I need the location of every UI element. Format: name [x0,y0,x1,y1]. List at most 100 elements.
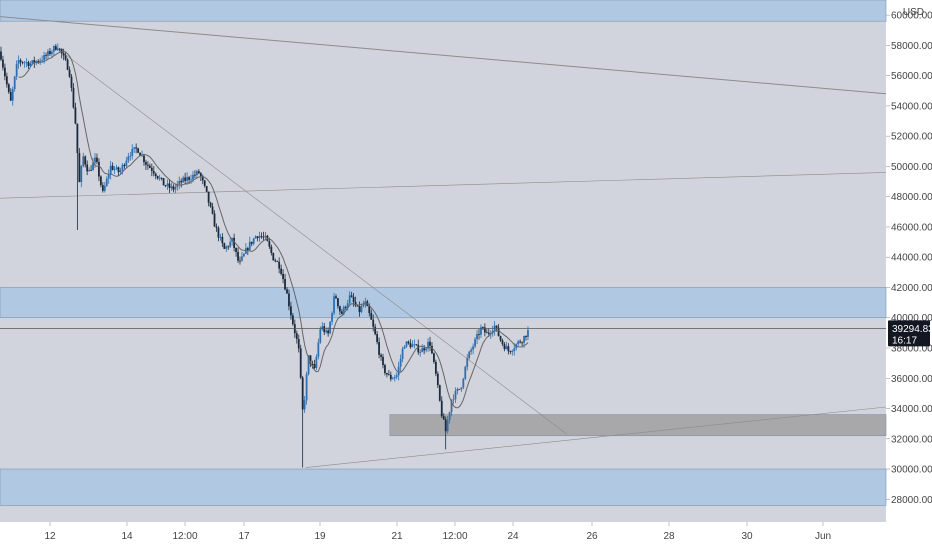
candle-body [513,348,516,351]
candle-body [317,342,320,357]
candle-body [358,306,361,313]
candle-body [297,338,300,349]
candle-body [411,344,414,348]
candle-body [105,178,108,186]
candle-body [145,162,147,165]
price-axis[interactable]: 28000.00 30000.00 32000.00 34000.00 36000.00… [886,11,932,506]
candle-body [172,186,175,190]
trend-line [305,406,887,468]
candle-body [237,251,239,261]
current-price-tag: 39294.83 16:17 [888,320,932,347]
candle-body [154,173,157,177]
candle-body [139,152,141,156]
candle-body [241,256,243,261]
candle-body [480,327,482,335]
candle-body [43,55,45,61]
price-tick-label: 52000.00 [891,132,932,143]
candle-body [2,59,4,68]
candle-body [239,260,241,262]
candle-body [421,348,424,353]
trend-lines-layer [0,16,887,468]
time-axis[interactable]: 12 14 12:00 17 19 21 12:00 24 26 28 30 Jun [44,522,831,542]
candle-body [482,327,484,329]
candle-body [423,348,426,351]
zones-layer [0,0,887,506]
candle-body [340,311,343,314]
candle-body [476,334,478,340]
time-tick-label: 19 [314,531,326,542]
candle-body [111,165,114,170]
candle-body [354,301,357,306]
candle-body [17,60,20,65]
candle-body [168,183,171,188]
candle-body [11,89,14,101]
candle-body [327,330,330,334]
candle-body [195,171,198,176]
candle-body [262,236,265,238]
candle-body [7,84,10,92]
trend-line [0,16,887,95]
candle-body [156,176,159,179]
candle-body [387,374,390,376]
price-tick-label: 38000.00 [891,344,932,355]
candle-body [280,268,283,274]
candle-body [252,238,255,244]
bar-countdown-timer: 16:17 [892,335,917,346]
candle-body [5,76,8,85]
candle-body [286,289,288,294]
candle-body [368,306,371,314]
candle-body [250,241,253,244]
candle-body [523,335,525,343]
candle-body [272,252,275,261]
candle-body [331,313,333,322]
time-tick-label: 12:00 [172,531,197,542]
candle-body [221,236,224,244]
price-tick-label: 42000.00 [891,283,932,294]
candle-body [429,341,431,346]
candle-body [321,326,324,330]
candle-body [507,346,510,352]
candle-body [188,177,190,180]
candle-body [254,236,257,239]
candle-body [284,279,286,290]
candle-body [460,387,463,390]
candle-body [54,46,57,50]
candle-body [376,334,379,343]
candle-body [497,327,500,337]
candle-body [499,336,502,341]
time-tick-label: 30 [741,531,753,542]
candle-body [446,420,449,432]
candle-body [436,373,439,386]
candle-body [403,346,406,349]
trend-line [0,172,887,199]
candle-body [333,296,335,314]
candle-body [454,390,457,400]
time-tick-label: 12 [44,531,56,542]
candle-body [23,62,26,64]
candle-body [9,91,12,101]
candle-body [199,173,202,177]
candle-body [466,358,469,367]
candle-body [501,340,504,345]
candle-body [215,226,218,228]
candle-body [260,236,263,237]
candle-body [505,346,508,350]
candle-body [352,296,355,302]
zone-resistance [0,287,887,319]
candle-body [427,341,429,349]
candle-body [31,60,34,64]
candle-body [274,260,277,262]
candle-body [164,185,167,187]
candle-body [372,319,375,327]
candle-body [141,155,143,157]
candle-body [401,348,404,359]
candle-body [178,180,181,185]
candle-body [13,76,16,90]
candle-body [350,295,353,297]
candle-body [205,185,208,192]
candle-body [458,388,461,390]
time-tick-label: 17 [238,531,250,542]
candle-body [27,62,30,66]
